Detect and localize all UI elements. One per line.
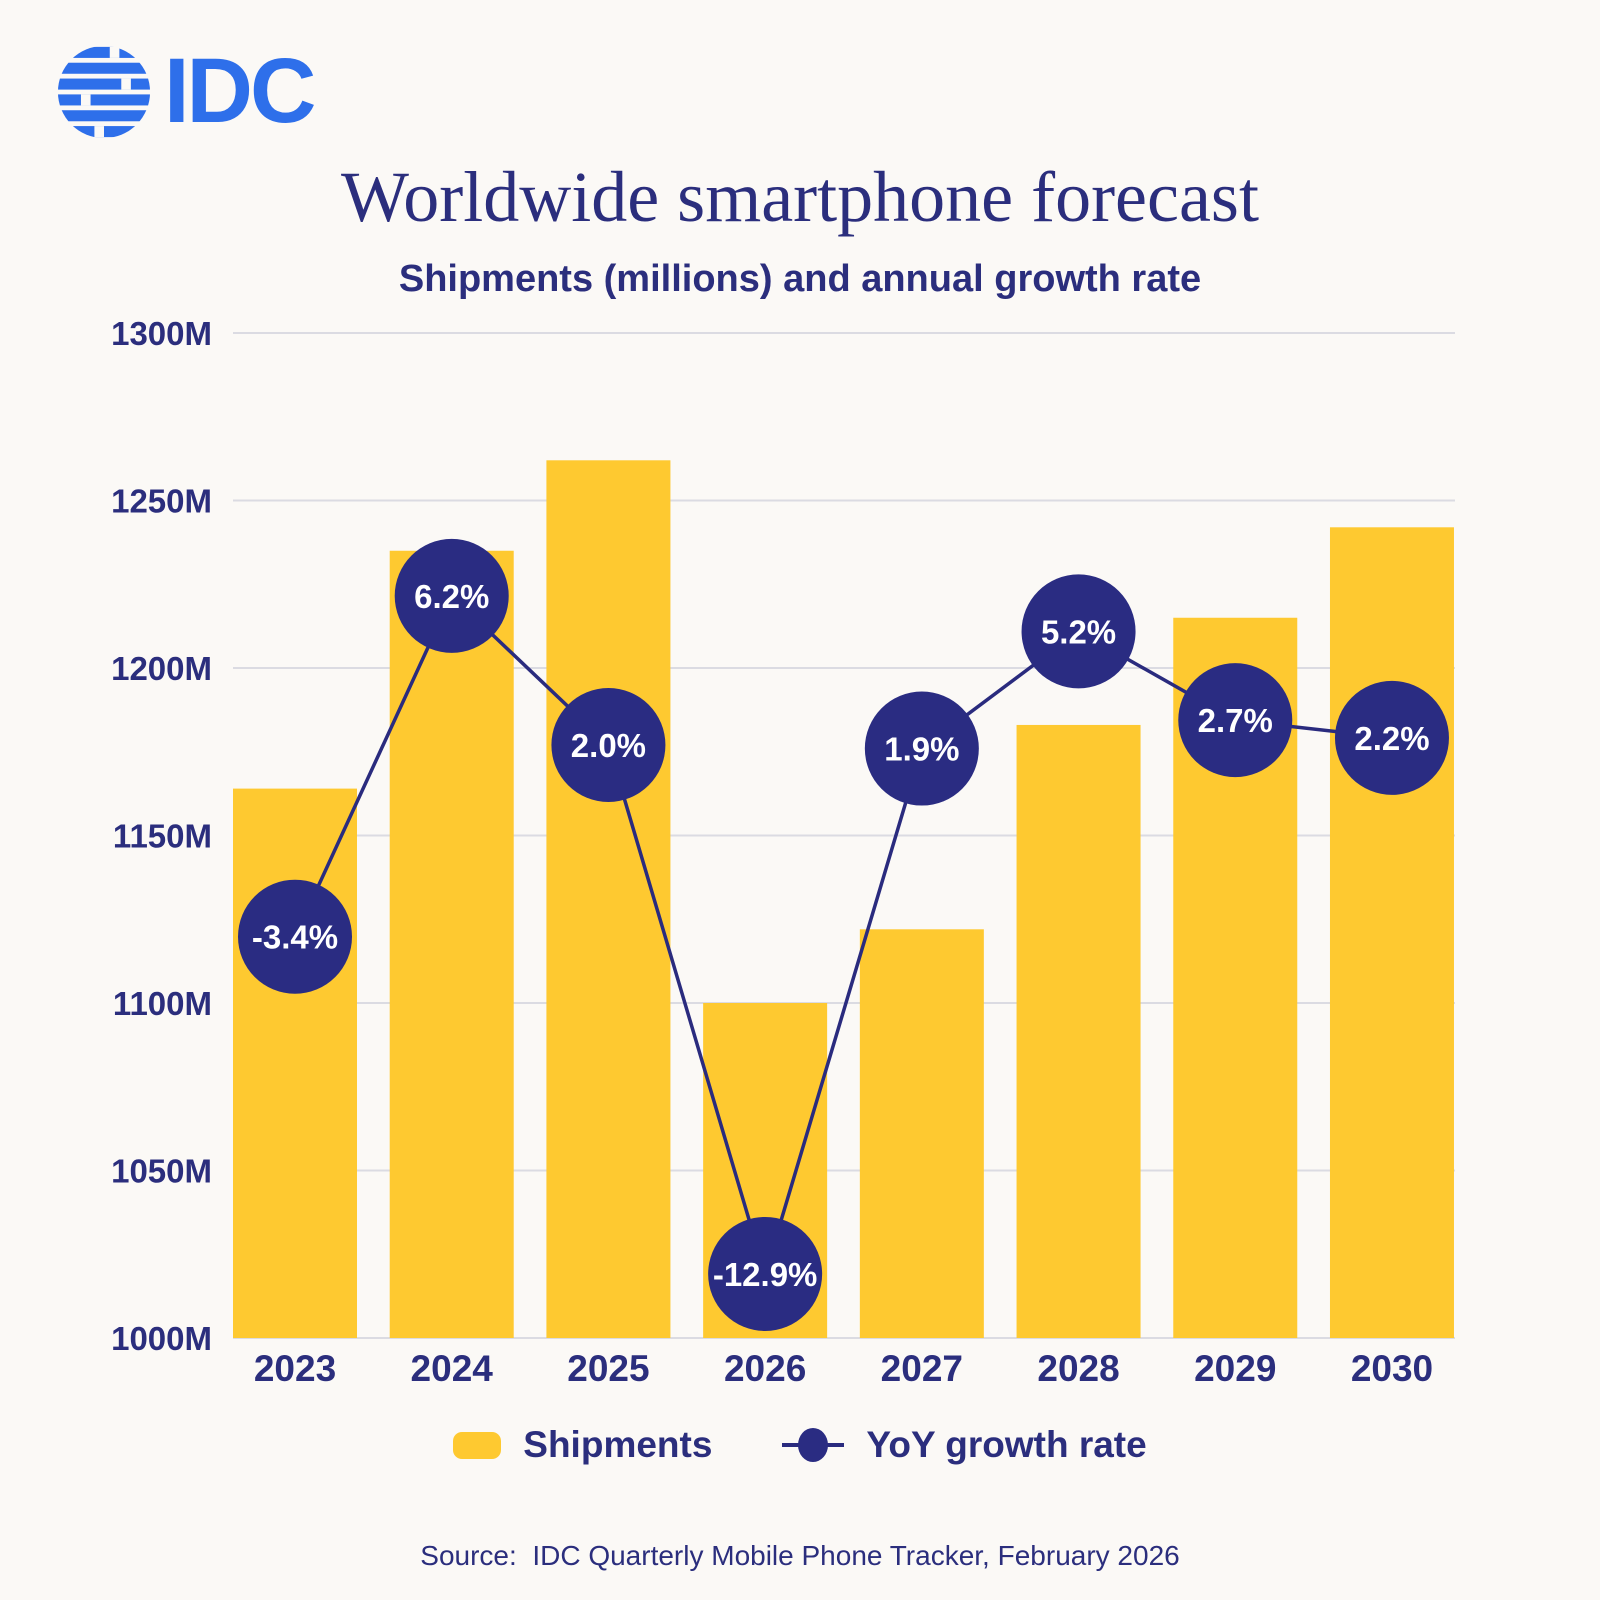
idc-logo: IDC [56, 40, 316, 143]
source-note: Source: IDC Quarterly Mobile Phone Track… [420, 1540, 1180, 1571]
chart-subtitle: Shipments (millions) and annual growth r… [398, 258, 1202, 300]
chart-title: Worldwide smartphone forecast [341, 157, 1259, 237]
bar-2030 [1329, 527, 1454, 1338]
shipments-swatch-icon [453, 1431, 502, 1459]
growth-label-2025: 2.0% [571, 727, 646, 764]
x-tick-2029: 2029 [1194, 1348, 1276, 1389]
growth-label-2028: 5.2% [1041, 613, 1116, 650]
y-tick-1050M: 1050M [111, 1153, 212, 1190]
growth-marker-icon [782, 1428, 845, 1462]
growth-label-2026: -12.9% [713, 1256, 818, 1293]
bar-2028 [1016, 724, 1141, 1338]
growth-label-2030: 2.2% [1354, 720, 1429, 757]
legend-shipments-label: Shipments [523, 1424, 713, 1465]
idc-globe-icon [57, 46, 151, 138]
chart-legend: Shipments YoY growth rate [0, 1424, 1600, 1466]
growth-label-2029: 2.7% [1198, 702, 1273, 739]
growth-marker-2030 [1334, 680, 1449, 795]
growth-marker-2029 [1178, 663, 1293, 778]
y-tick-1300M: 1300M [111, 315, 212, 352]
bar-2025 [546, 460, 671, 1338]
legend-item-shipments: Shipments [453, 1424, 712, 1466]
growth-label-2024: 6.2% [414, 578, 489, 615]
bar-2023 [233, 788, 357, 1338]
legend-growth-label: YoY growth rate [866, 1424, 1147, 1465]
growth-label-2027: 1.9% [884, 731, 959, 768]
growth-marker-2028 [1021, 574, 1136, 689]
x-tick-2026: 2026 [724, 1348, 806, 1389]
x-tick-2024: 2024 [411, 1348, 494, 1389]
y-tick-1250M: 1250M [111, 483, 212, 520]
x-tick-2028: 2028 [1037, 1348, 1119, 1389]
growth-marker-2025 [551, 688, 666, 802]
growth-marker-2026 [708, 1216, 823, 1331]
x-tick-2027: 2027 [881, 1348, 963, 1389]
growth-marker-2023 [238, 879, 352, 994]
x-tick-2030: 2030 [1351, 1348, 1433, 1389]
bar-2024 [389, 550, 514, 1338]
growth-marker-2027 [864, 691, 979, 806]
x-tick-2025: 2025 [567, 1348, 649, 1389]
legend-item-growth: YoY growth rate [782, 1424, 1147, 1466]
y-tick-1200M: 1200M [111, 650, 212, 687]
bar-2027 [859, 929, 984, 1338]
growth-label-2023: -3.4% [252, 919, 338, 956]
idc-logo-text: IDC [164, 40, 316, 143]
y-tick-1000M: 1000M [111, 1320, 212, 1357]
y-tick-1150M: 1150M [113, 818, 212, 855]
y-tick-1100M: 1100M [113, 985, 212, 1022]
x-tick-2023: 2023 [254, 1348, 336, 1389]
growth-marker-2024 [394, 538, 509, 653]
